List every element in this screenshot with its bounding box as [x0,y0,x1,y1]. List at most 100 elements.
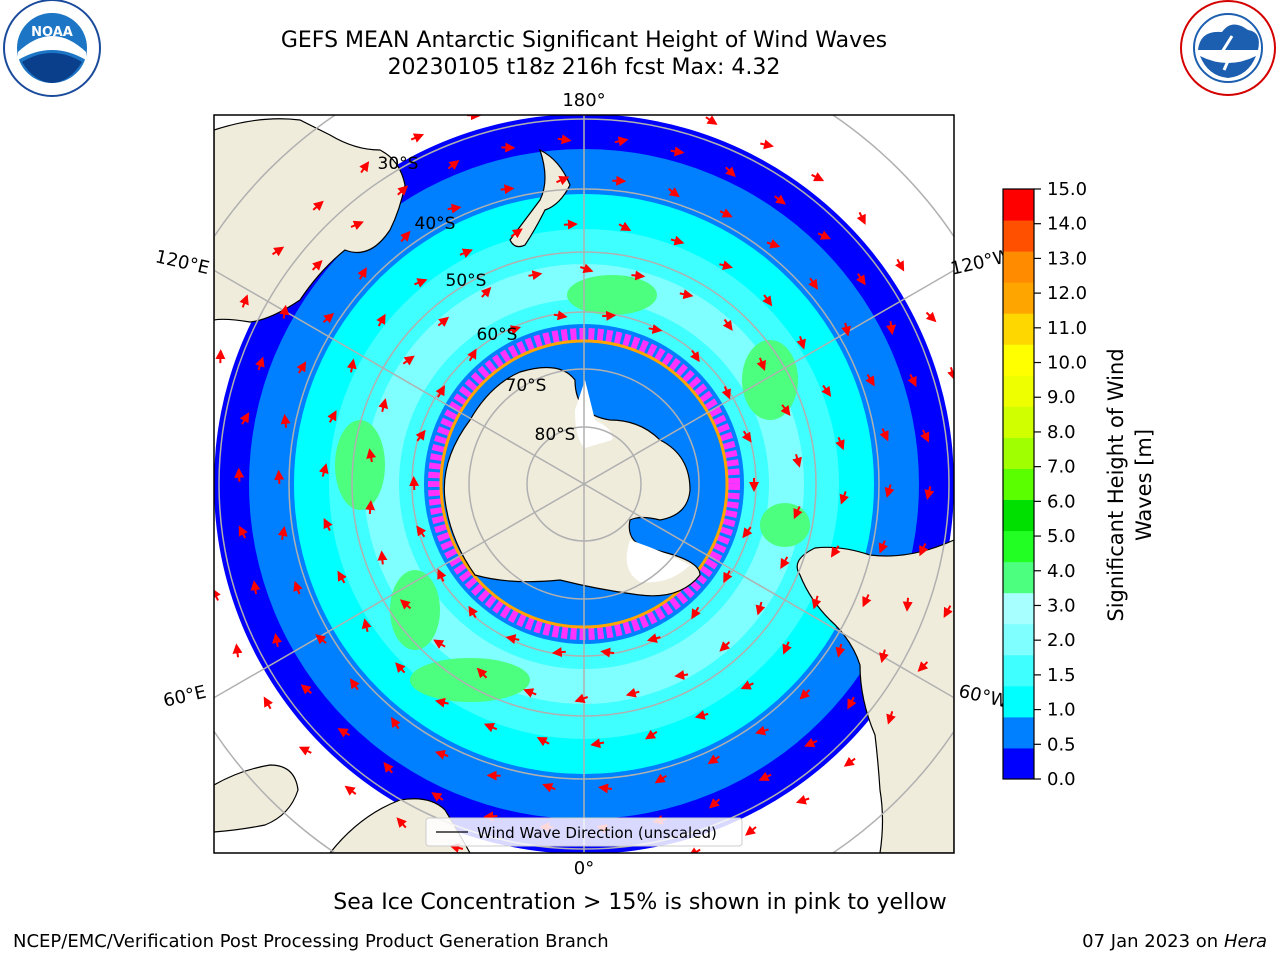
wind-wave-arrow [630,865,642,867]
wind-wave-arrow [337,570,347,584]
wind-wave-arrow [907,373,917,388]
colorbar-tick-label: 0.0 [1047,769,1076,790]
wind-wave-arrow [760,139,774,150]
wind-wave-arrow [719,208,733,218]
wind-wave-arrow [528,270,543,281]
colorbar-bin [1003,406,1034,438]
wind-wave-arrow [298,746,312,756]
wind-wave-arrow [762,294,773,307]
wind-wave-arrow [884,484,895,498]
colorbar-tick-label: 5.0 [1047,526,1076,547]
lat-label-60s: 60°S [477,325,518,345]
lon-label-0: 0° [574,858,594,879]
wind-wave-arrow [468,605,478,619]
wind-wave-arrow [523,688,537,698]
colorbar-bin [1003,654,1034,687]
wind-wave-arrow [300,684,312,695]
wind-wave-arrow [415,429,426,442]
wind-wave-arrow [799,689,811,700]
lat-label-70s: 70°S [506,376,547,396]
wind-wave-arrow [808,277,819,290]
wind-wave-arrow [483,723,498,733]
wind-wave-vectors [214,103,970,867]
wind-wave-arrow [239,294,249,308]
wind-wave-arrow [563,219,578,230]
wind-wave-arrow [409,476,420,491]
wind-wave-arrow [600,647,615,658]
new-zealand-land [509,148,571,248]
wind-wave-arrow [879,649,889,664]
wind-wave-arrow [969,486,970,498]
sea-ice-note: Sea Ice Concentration > 15% is shown in … [333,890,947,915]
wind-wave-arrow [390,716,401,730]
wind-wave-arrow [792,454,802,468]
wind-wave-arrow [318,463,329,477]
wind-wave-arrow [614,136,629,147]
wind-wave-arrow [925,311,937,323]
wind-wave-arrow [505,634,520,644]
wind-wave-arrow [350,220,364,231]
wave-patch-southwest [390,570,440,650]
wave-patch-west [335,420,385,510]
wind-wave-arrow [648,324,663,334]
wind-wave-arrow [920,429,930,443]
wind-wave-arrow [721,386,731,400]
wind-wave-arrow [612,175,627,186]
wind-wave-arrow [679,289,694,300]
credit-date: 07 Jan 2023 on Hera [1082,931,1267,952]
wind-wave-arrow [645,729,658,740]
wind-wave-arrow [410,133,425,143]
colorbar-bin [1003,716,1034,749]
wave-patch-pacific [567,275,657,315]
wind-wave-arrow [709,798,721,809]
wind-wave-arrow [719,641,731,652]
nws-logo [1180,0,1276,96]
wind-wave-arrow [272,633,282,647]
wind-wave-arrow [830,545,841,558]
colorbar-tick-label: 15.0 [1047,179,1087,200]
colorbar-tick-label: 13.0 [1047,248,1087,269]
colorbar-tick-label: 6.0 [1047,491,1076,512]
wind-wave-arrow [758,771,772,781]
wind-wave-arrow [590,738,605,749]
wind-wave-arrow [962,547,964,559]
wind-wave-arrow [396,817,407,829]
wind-wave-arrow [654,773,668,784]
lon-label-180: 180° [562,90,605,111]
wind-wave-arrow [943,605,953,618]
wind-wave-arrow [377,550,388,565]
wind-wave-arrow [811,172,825,182]
colorbar-ticks: 0.0 0.5 1.0 1.5 2.0 3.0 4.0 5.0 6.0 7.0 8.0 9.0 10.0… [1034,179,1087,790]
wind-wave-arrow [742,526,753,539]
colorbar-tick-label: 4.0 [1047,561,1076,582]
wind-wave-arrow [780,404,791,416]
wind-wave-arrow [647,103,658,108]
chart-title-line2: 20230105 t18z 216h fcst Max: 4.32 [387,55,781,80]
colorbar-tick-label: 14.0 [1047,214,1087,235]
wind-wave-arrow [756,357,767,371]
wind-wave-arrow [670,235,685,246]
wind-wave-arrow [862,594,872,608]
wind-wave-arrow [395,662,406,674]
wind-wave-arrow [690,349,700,363]
wind-wave-arrow [447,159,460,171]
wind-wave-arrow [542,783,556,793]
wind-wave-arrow [694,710,709,720]
wind-wave-arrow [839,491,850,505]
wind-wave-arrow [691,606,701,620]
colorbar [1003,189,1034,780]
credit-date-text: 07 Jan 2023 on [1082,931,1219,952]
wind-wave-arrow [674,670,689,680]
wave-patch-east [742,340,798,420]
colorbar-bin [1003,623,1034,656]
wind-wave-arrow [964,426,967,438]
colorbar-tick-label: 1.0 [1047,700,1076,721]
wind-wave-arrow [400,230,411,243]
wind-wave-arrow [414,278,428,288]
wind-wave-arrow [315,634,327,645]
colorbar-bin [1003,530,1034,563]
wind-wave-arrow [467,348,477,362]
noaa-logo-text: NOAA [31,25,73,40]
lat-label-40s: 40°S [415,214,456,234]
wind-wave-arrow [782,641,792,655]
